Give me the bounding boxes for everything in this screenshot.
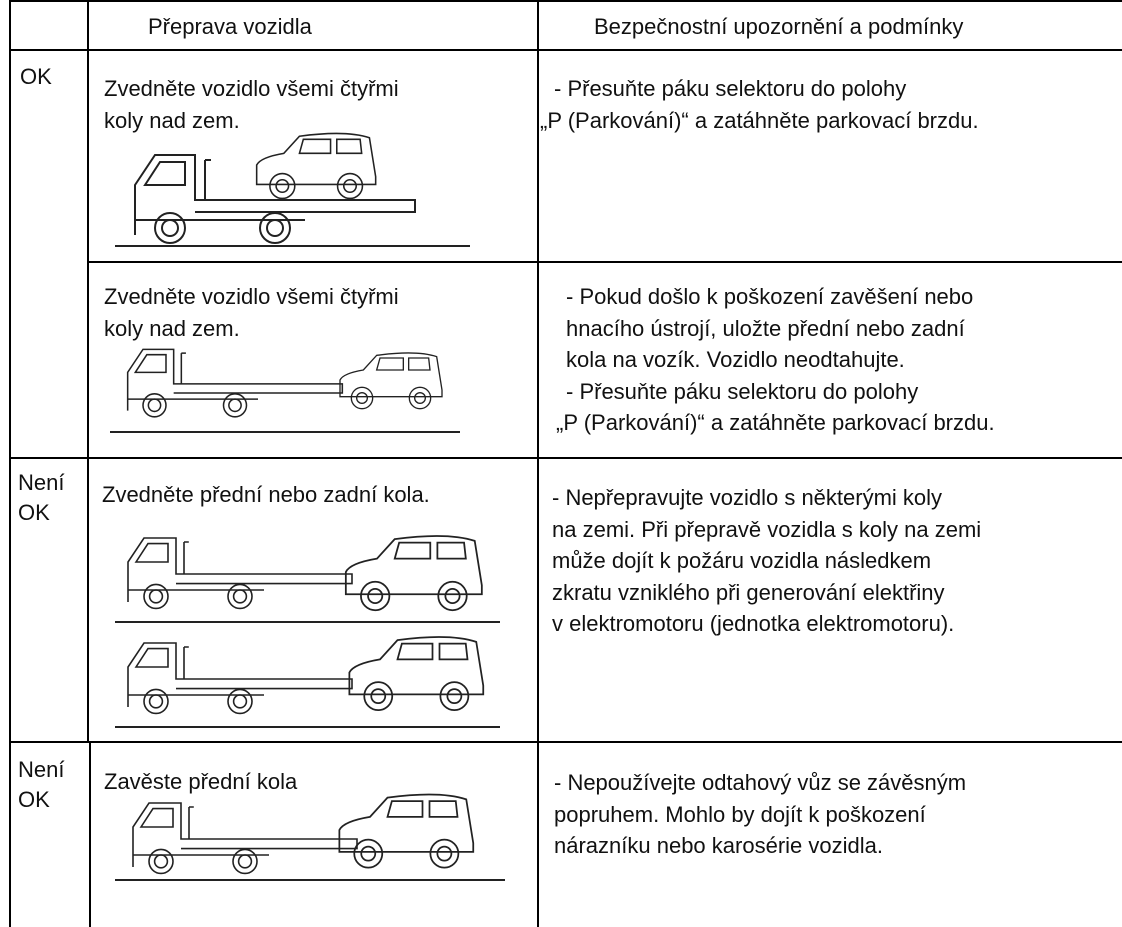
note-text: nárazníku nebo karosérie vozidla.: [554, 833, 883, 858]
note-text: hnacího ústrojí, uložte přední nebo zadn…: [566, 315, 965, 341]
transport-text: Zvedněte vozidlo všemi čtyřmi: [104, 284, 399, 309]
note-text: - Nepoužívejte odtahový vůz se závěsným: [554, 770, 967, 795]
column-header: Přeprava vozidla: [148, 14, 312, 39]
note-text: kola na vozík. Vozidlo neodtahujte.: [566, 347, 905, 372]
status: Není: [18, 757, 65, 782]
note-text: „P (Parkování)“ a zatáhněte parkovací br…: [540, 107, 979, 133]
note-text: na zemi. Při přepravě vozidla s koly na …: [552, 516, 982, 542]
status: OK: [20, 64, 52, 89]
note-text: - Pokud došlo k poškození zavěšení nebo: [566, 284, 974, 309]
note-text: zkratu vzniklého při generování elektřin…: [552, 579, 945, 605]
transport-text: Zvedněte vozidlo všemi čtyřmi: [104, 76, 399, 101]
column-header: Bezpečnostní upozornění a podmínky: [594, 14, 964, 39]
note-text: - Přesuňte páku selektoru do polohy: [554, 76, 907, 101]
tow-illustration: [110, 132, 505, 881]
status: Není: [18, 470, 65, 495]
note-text: - Přesuňte páku selektoru do polohy: [566, 378, 919, 404]
note-text: „P (Parkování)“ a zatáhněte parkovací br…: [556, 410, 995, 435]
transport-text: koly nad zem.: [104, 316, 240, 341]
status: OK: [18, 787, 50, 812]
transport-text: Zavěste přední kola: [104, 769, 298, 794]
transport-text: koly nad zem.: [104, 108, 240, 133]
note-text: popruhem. Mohlo by dojít k poškození: [554, 801, 926, 827]
note-text: - Nepřepravujte vozidlo s některými koly: [552, 485, 943, 510]
status: OK: [18, 500, 50, 525]
transport-text: Zvedněte přední nebo zadní kola.: [102, 482, 430, 507]
note-text: může dojít k požáru vozidla následkem: [552, 548, 932, 573]
note-text: v elektromotoru (jednotka elektromotoru)…: [552, 611, 955, 636]
